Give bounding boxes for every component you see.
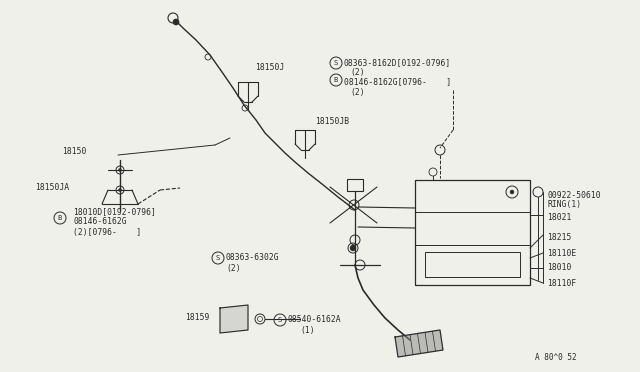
- Text: (2)[0796-    ]: (2)[0796- ]: [73, 228, 141, 237]
- Circle shape: [350, 245, 356, 251]
- Text: 18021: 18021: [547, 214, 572, 222]
- Text: (2): (2): [226, 263, 241, 273]
- Text: S: S: [334, 60, 338, 66]
- Text: S: S: [216, 255, 220, 261]
- Text: 18150J: 18150J: [255, 64, 284, 73]
- Text: 18110E: 18110E: [547, 250, 576, 259]
- Text: 18150JB: 18150JB: [315, 118, 349, 126]
- Circle shape: [118, 189, 122, 192]
- Bar: [425, 252, 520, 277]
- Polygon shape: [220, 305, 248, 333]
- Text: (2): (2): [350, 87, 365, 96]
- Text: 18215: 18215: [547, 232, 572, 241]
- Text: 18150: 18150: [62, 148, 86, 157]
- Text: 18159: 18159: [185, 314, 209, 323]
- Text: 08146-6162G: 08146-6162G: [73, 218, 127, 227]
- Text: 08363-8162D[0192-0796]: 08363-8162D[0192-0796]: [344, 58, 451, 67]
- Text: 00922-50610: 00922-50610: [547, 190, 600, 199]
- Text: S: S: [278, 317, 282, 323]
- Text: B: B: [334, 77, 338, 83]
- Text: 08146-8162G[0796-    ]: 08146-8162G[0796- ]: [344, 77, 451, 87]
- Text: 18010: 18010: [547, 263, 572, 273]
- Text: (2): (2): [350, 68, 365, 77]
- Text: 18010D[0192-0796]: 18010D[0192-0796]: [73, 208, 156, 217]
- Text: RING(1): RING(1): [547, 201, 581, 209]
- Text: 08363-6302G: 08363-6302G: [226, 253, 280, 263]
- Text: A 80^0 52: A 80^0 52: [535, 353, 577, 362]
- Bar: [347, 179, 363, 191]
- Text: 18110F: 18110F: [547, 279, 576, 288]
- Polygon shape: [395, 330, 443, 357]
- Circle shape: [173, 19, 179, 25]
- Text: 08540-6162A: 08540-6162A: [288, 315, 342, 324]
- Circle shape: [118, 169, 122, 171]
- Text: 18150JA: 18150JA: [35, 183, 69, 192]
- Text: B: B: [58, 215, 62, 221]
- Bar: [415, 180, 530, 285]
- Circle shape: [510, 190, 514, 194]
- Text: (1): (1): [300, 326, 315, 334]
